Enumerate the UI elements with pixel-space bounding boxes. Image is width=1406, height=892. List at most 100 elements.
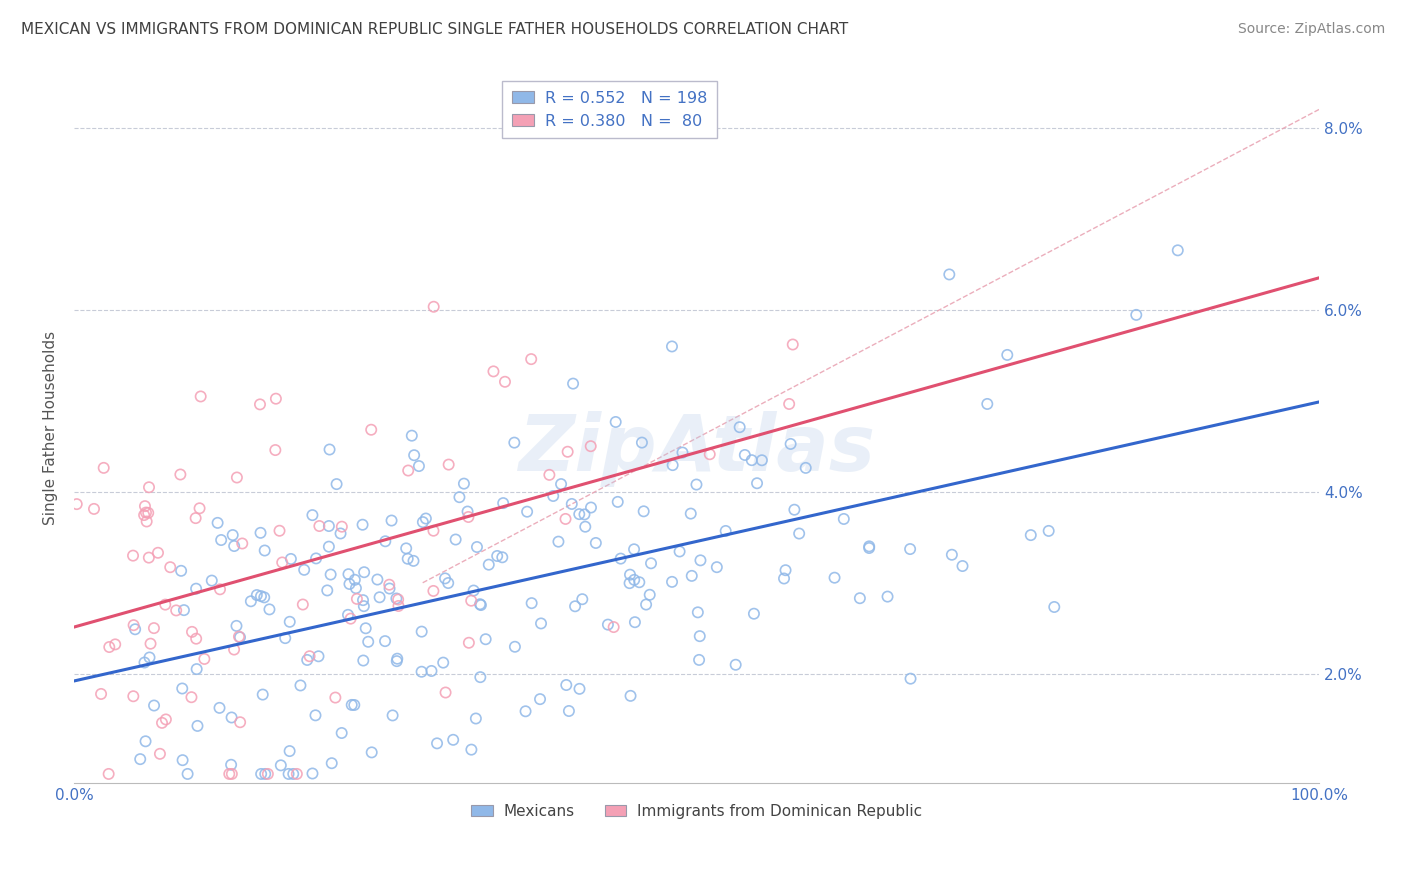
- Point: [624, 615, 647, 630]
- Point: [623, 542, 645, 557]
- Point: [139, 637, 162, 651]
- Point: [457, 504, 479, 518]
- Point: [150, 715, 173, 730]
- Point: [172, 681, 194, 696]
- Point: [470, 670, 492, 684]
- Point: [689, 629, 711, 643]
- Point: [374, 634, 396, 648]
- Point: [686, 605, 709, 619]
- Point: [229, 630, 252, 644]
- Point: [457, 636, 479, 650]
- Point: [329, 526, 352, 541]
- Point: [385, 654, 408, 668]
- Point: [558, 704, 581, 718]
- Point: [938, 268, 960, 282]
- Point: [631, 435, 654, 450]
- Point: [285, 767, 308, 781]
- Point: [134, 508, 156, 522]
- Point: [661, 574, 683, 589]
- Point: [605, 415, 627, 429]
- Point: [165, 603, 187, 617]
- Point: [606, 495, 628, 509]
- Point: [465, 540, 488, 554]
- Point: [184, 511, 207, 525]
- Point: [366, 573, 388, 587]
- Point: [170, 564, 193, 578]
- Point: [494, 375, 516, 389]
- Point: [402, 554, 425, 568]
- Point: [1019, 528, 1042, 542]
- Point: [742, 607, 765, 621]
- Point: [343, 698, 366, 712]
- Point: [520, 352, 543, 367]
- Point: [283, 767, 305, 781]
- Point: [557, 444, 579, 458]
- Point: [699, 447, 721, 461]
- Point: [201, 574, 224, 588]
- Point: [437, 458, 460, 472]
- Point: [434, 571, 457, 585]
- Point: [246, 588, 269, 602]
- Point: [530, 616, 553, 631]
- Point: [221, 710, 243, 724]
- Text: ZipAtlas: ZipAtlas: [519, 411, 875, 487]
- Point: [83, 502, 105, 516]
- Point: [638, 588, 661, 602]
- Point: [778, 397, 800, 411]
- Point: [579, 439, 602, 453]
- Point: [976, 397, 998, 411]
- Point: [1043, 599, 1066, 614]
- Point: [305, 551, 328, 566]
- Point: [346, 591, 368, 606]
- Point: [751, 453, 773, 467]
- Point: [339, 577, 361, 591]
- Point: [180, 690, 202, 705]
- Point: [218, 767, 240, 781]
- Point: [290, 678, 312, 692]
- Point: [239, 594, 262, 608]
- Point: [437, 576, 460, 591]
- Point: [470, 598, 492, 612]
- Point: [249, 397, 271, 411]
- Point: [337, 607, 360, 622]
- Point: [515, 704, 537, 718]
- Point: [849, 591, 872, 606]
- Point: [343, 573, 366, 587]
- Point: [135, 515, 157, 529]
- Point: [596, 617, 619, 632]
- Point: [264, 443, 287, 458]
- Point: [628, 575, 651, 590]
- Point: [378, 582, 401, 596]
- Point: [208, 582, 231, 597]
- Point: [325, 690, 347, 705]
- Point: [468, 597, 491, 611]
- Point: [422, 300, 444, 314]
- Point: [136, 506, 159, 520]
- Point: [395, 541, 418, 556]
- Point: [602, 620, 624, 634]
- Point: [229, 715, 252, 730]
- Point: [93, 461, 115, 475]
- Point: [270, 758, 292, 772]
- Point: [898, 542, 921, 557]
- Point: [668, 544, 690, 558]
- Point: [568, 507, 591, 521]
- Point: [173, 603, 195, 617]
- Point: [159, 560, 181, 574]
- Point: [464, 711, 486, 725]
- Text: MEXICAN VS IMMIGRANTS FROM DOMINICAN REPUBLIC SINGLE FATHER HOUSEHOLDS CORRELATI: MEXICAN VS IMMIGRANTS FROM DOMINICAN REP…: [21, 22, 848, 37]
- Point: [420, 664, 443, 678]
- Point: [207, 516, 229, 530]
- Point: [453, 476, 475, 491]
- Point: [368, 591, 391, 605]
- Point: [274, 631, 297, 645]
- Point: [155, 713, 177, 727]
- Point: [301, 508, 323, 522]
- Point: [706, 560, 728, 574]
- Point: [291, 598, 314, 612]
- Point: [681, 569, 703, 583]
- Point: [330, 726, 353, 740]
- Point: [104, 637, 127, 651]
- Point: [186, 662, 208, 676]
- Point: [138, 550, 160, 565]
